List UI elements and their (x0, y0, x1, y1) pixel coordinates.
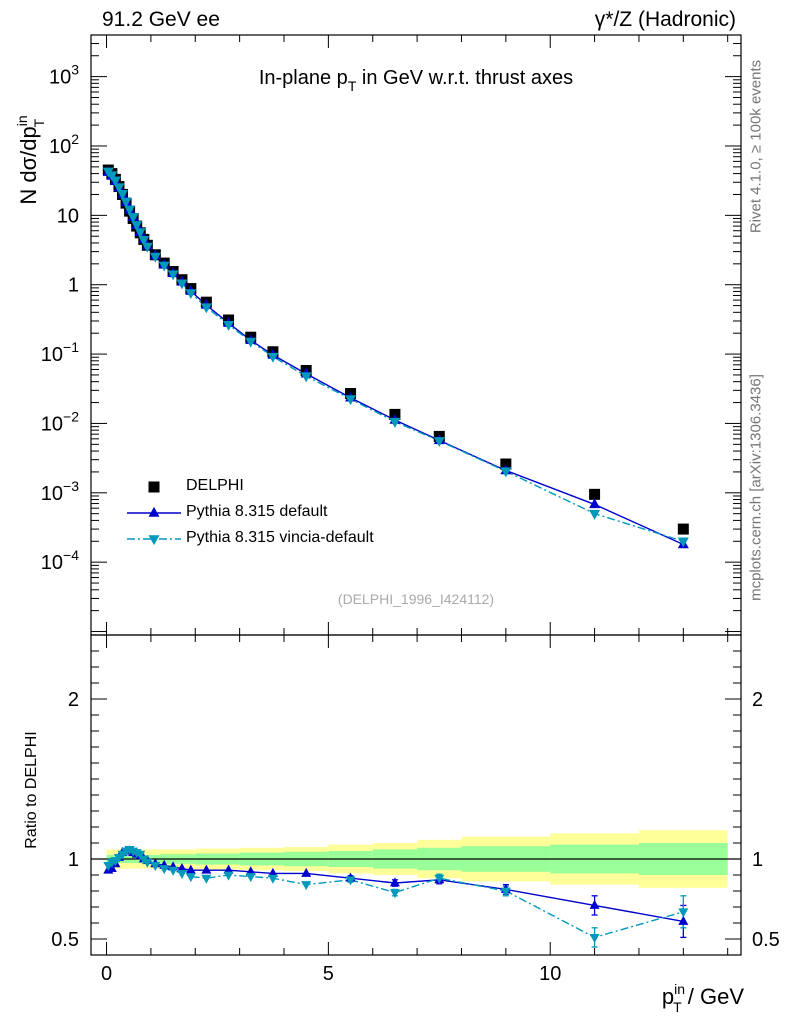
vincia-point (500, 467, 512, 478)
vincia-point (106, 171, 118, 182)
legend-marker-default (148, 506, 160, 517)
svg-text:Ratio to DELPHI: Ratio to DELPHI (23, 731, 40, 848)
legend-label-vincia: Pythia 8.315 vincia-default (186, 529, 374, 546)
vincia-ratio-point (176, 869, 187, 879)
default-ratio-point (223, 864, 234, 874)
ratio-frame (90, 634, 742, 956)
vincia-ratio-point (201, 874, 212, 884)
delphi-point (589, 488, 601, 500)
vincia-point (127, 213, 139, 224)
y-tick-label: 10−2 (41, 408, 79, 435)
delphi-point (677, 523, 689, 535)
vincia-point (433, 437, 445, 448)
vincia-point (109, 176, 121, 187)
legend-label-delphi: DELPHI (186, 477, 244, 494)
vincia-point (149, 252, 161, 263)
legend-label-default: Pythia 8.315 default (186, 503, 328, 520)
y-tick-label: 1 (68, 275, 79, 297)
vincia-point (117, 189, 129, 200)
vincia-ratio-point (185, 873, 196, 883)
y-tick-label: 10 (57, 205, 79, 227)
default-ratio-point (678, 915, 689, 925)
ratio-y-axis-label: Ratio to DELPHI (23, 731, 40, 848)
svg-text:N dσ/dpinT: N dσ/dpinT (14, 115, 47, 204)
vincia-ratio-point (345, 876, 356, 886)
y-tick-label: 103 (49, 62, 79, 89)
y-tick-label: 10−3 (41, 478, 79, 505)
default-ratio-point (185, 864, 196, 874)
vincia-ratio-point (500, 887, 511, 897)
vincia-ratio-point (159, 865, 170, 875)
vincia-point (124, 205, 136, 216)
header-left: 91.2 GeV ee (102, 8, 220, 31)
vincia-ratio-point (434, 874, 445, 884)
vincia-point (134, 228, 146, 239)
header-right: γ*/Z (Hadronic) (594, 8, 736, 31)
vincia-point (677, 537, 689, 548)
vincia-ratio-point (223, 871, 234, 881)
vincia-ratio-point (389, 889, 400, 899)
ratio-y-tick-label-right: 1 (752, 849, 763, 871)
legend-marker-delphi (148, 481, 160, 493)
vincia-ratio-point (245, 873, 256, 883)
vincia-point (589, 509, 601, 520)
vincia-point (300, 372, 312, 383)
analysis-tag: (DELPHI_1996_I424112) (338, 591, 494, 607)
vincia-point (267, 352, 279, 363)
vincia-point (223, 320, 235, 331)
default-ratio-point (267, 867, 278, 877)
ratio-y-tick-label-right: 2 (752, 689, 763, 711)
legend-marker-vincia (148, 535, 160, 546)
vincia-point (120, 197, 132, 208)
vincia-point (185, 289, 197, 300)
default-ratio-point (201, 864, 212, 874)
vincia-ratio-point (267, 874, 278, 884)
default-ratio-point (389, 877, 400, 887)
vincia-point (141, 242, 153, 253)
delphi-point (500, 458, 512, 470)
main-y-axis-label: N dσ/dpinT (14, 115, 47, 204)
x-axis-label: pin T / GeV (662, 981, 744, 1015)
ratio-y-tick-label-right: 0.5 (752, 929, 780, 951)
vincia-point (389, 417, 401, 428)
vincia-point (158, 261, 170, 272)
vincia-point (176, 279, 188, 290)
default-ratio-point (245, 866, 256, 876)
vincia-point (167, 270, 179, 281)
vincia-ratio-point (301, 881, 312, 891)
y-tick-label: 10−1 (41, 339, 79, 366)
x-tick-label: 0 (101, 963, 112, 985)
default-ratio-point (301, 867, 312, 877)
ratio-y-tick-label: 1 (68, 849, 79, 871)
x-tick-label: 10 (539, 963, 561, 985)
vincia-ratio-point (135, 850, 146, 860)
vincia-point (200, 303, 212, 314)
plot-title: In-plane pT in GeV w.r.t. thrust axes (259, 67, 573, 94)
vincia-point (345, 395, 357, 406)
vincia-ratio-point (678, 908, 689, 918)
vincia-ratio-point (168, 866, 179, 876)
vincia-point (131, 221, 143, 231)
ratio-y-tick-label: 0.5 (51, 929, 79, 951)
ratio-y-tick-label: 2 (68, 689, 79, 711)
y-tick-label: 102 (49, 131, 79, 158)
vincia-ratio-point (142, 858, 153, 868)
vincia-ratio-point (150, 861, 161, 871)
vincia-point (138, 235, 150, 246)
vincia-point (245, 337, 257, 348)
default-point (589, 498, 601, 509)
x-tick-label: 5 (323, 963, 334, 985)
vincia-ratio-point (589, 933, 600, 943)
y-tick-label: 10−4 (41, 547, 79, 574)
default-ratio-point (176, 863, 187, 873)
default-ratio-point (589, 899, 600, 909)
vincia-point (113, 183, 125, 194)
